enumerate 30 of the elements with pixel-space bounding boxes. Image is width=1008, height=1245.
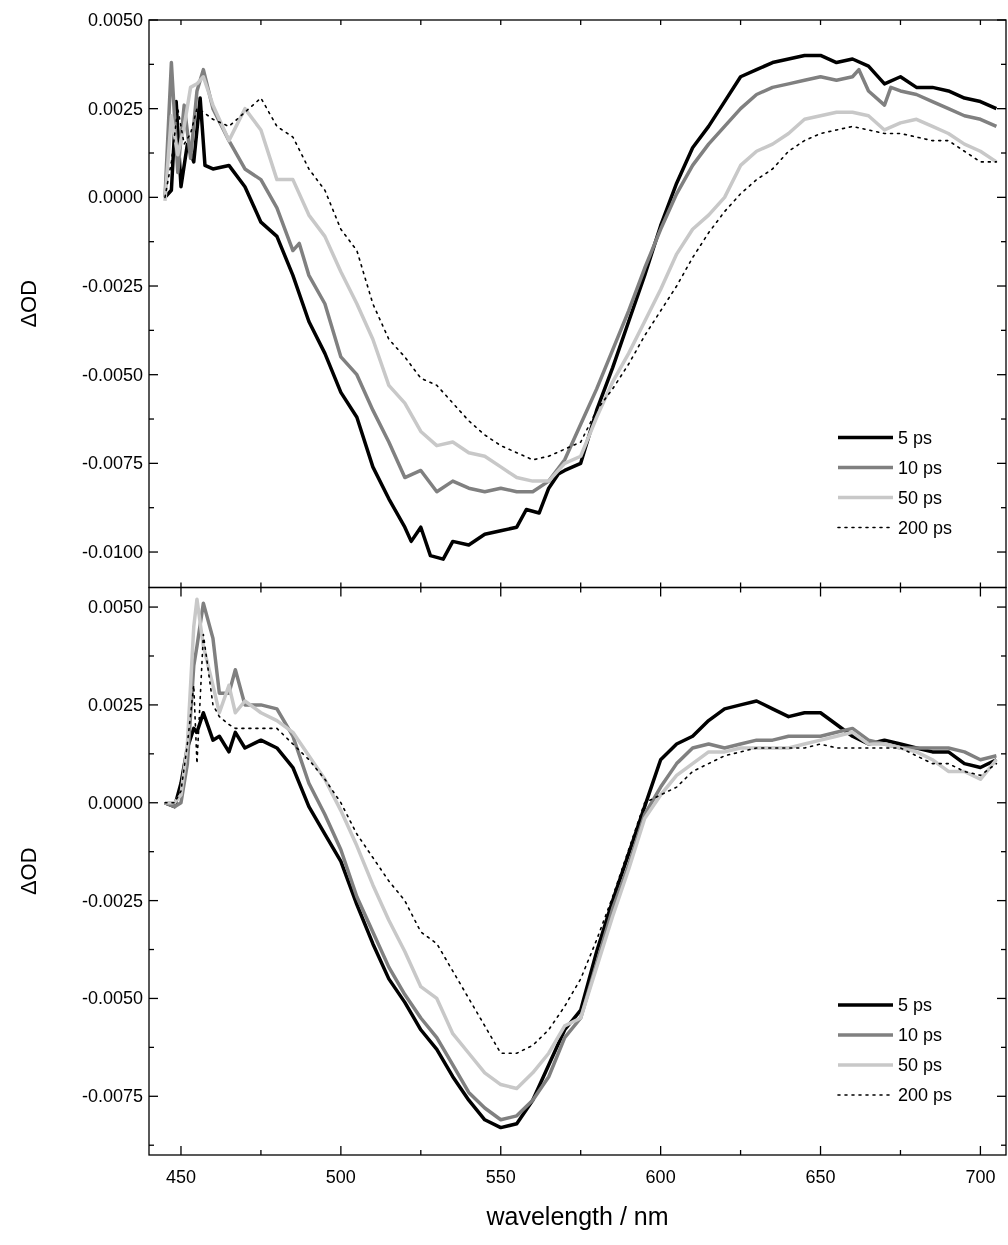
y-tick-label: -0.0075 [81,1086,143,1107]
y-axis-title: ΔOD [16,847,41,896]
y-tick-label: -0.0025 [81,276,143,297]
legend-label: 5 ps [898,427,933,448]
x-tick-label: 500 [325,1167,356,1187]
x-tick-label: 550 [485,1167,516,1187]
y-tick-label: -0.0075 [81,453,143,474]
x-tick-label: 600 [645,1167,676,1187]
x-tick-label: 650 [805,1167,836,1187]
y-tick-label: -0.0050 [81,364,143,385]
y-tick-label: -0.0025 [81,890,143,911]
y-tick-label: 0.0050 [87,597,143,618]
y-axis-title: ΔOD [16,279,41,328]
legend-label: 200 ps [898,1085,953,1105]
legend-label: 200 ps [898,517,953,538]
y-tick-label: -0.0050 [81,988,143,1009]
legend-label: 50 ps [898,487,943,508]
x-axis-title: wavelength / nm [485,1202,669,1230]
x-tick-label: 700 [965,1167,996,1187]
y-tick-label: 0.0050 [87,10,143,30]
y-tick-label: 0.0000 [87,187,143,208]
legend-label: 50 ps [898,1055,943,1075]
x-tick-label: 450 [165,1167,196,1187]
legend-label: 5 ps [898,995,933,1015]
y-tick-label: 0.0025 [87,98,143,119]
y-tick-label: 0.0025 [87,694,143,715]
legend-label: 10 ps [898,1025,943,1045]
y-tick-label: 0.0000 [87,792,143,813]
y-tick-label: -0.0100 [81,542,143,563]
legend-label: 10 ps [898,457,943,478]
